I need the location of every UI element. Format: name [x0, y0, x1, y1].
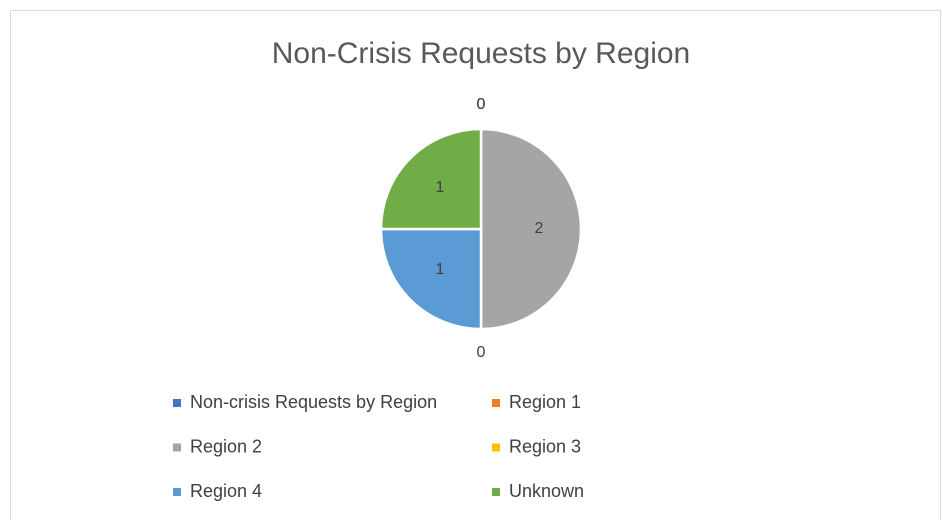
legend-label: Non-crisis Requests by Region: [190, 392, 437, 412]
data-label: 0: [477, 96, 486, 113]
legend-swatch: [492, 399, 500, 407]
legend-swatch: [173, 488, 181, 496]
chart-title: Non-Crisis Requests by Region: [272, 37, 691, 70]
data-label: 0: [477, 344, 486, 361]
data-label: 1: [436, 179, 445, 196]
data-label: 1: [436, 261, 445, 278]
pie-slice: [379, 127, 483, 231]
pie-slice: [379, 227, 483, 331]
legend-label: Region 1: [509, 392, 581, 412]
legend-label: Region 2: [190, 436, 262, 456]
data-label: 2: [535, 220, 544, 237]
legend-label: Unknown: [509, 481, 584, 501]
legend-swatch: [173, 443, 181, 452]
legend-swatch: [173, 399, 181, 407]
legend-swatch: [492, 443, 500, 452]
data-label: 0: [477, 96, 486, 113]
legend-label: Region 4: [190, 481, 262, 501]
pie-slice: [479, 127, 583, 331]
legend-swatch: [492, 488, 500, 496]
legend-label: Region 3: [509, 436, 581, 456]
